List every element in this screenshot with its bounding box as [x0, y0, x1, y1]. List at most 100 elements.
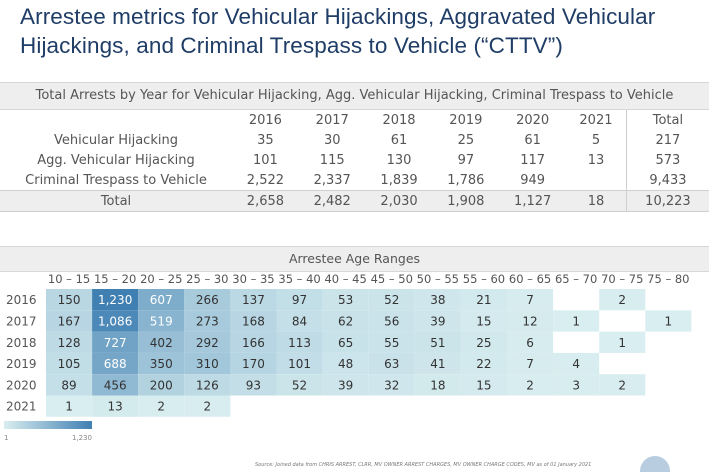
age-range-label: 60 – 65: [509, 272, 551, 286]
heatmap-cell: [553, 374, 600, 396]
page-title: Arrestee metrics for Vehicular Hijacking…: [20, 2, 655, 60]
heatmap-cell-label: 12: [522, 314, 537, 328]
heatmap-cell: [460, 289, 507, 311]
heatmap-cell: [368, 374, 415, 396]
heatmap-cell-label: 62: [338, 314, 353, 328]
heatmap-cell: [553, 352, 600, 375]
arrests-table-header: Total Arrests by Year for Vehicular Hija…: [0, 82, 709, 110]
heatmap-cell-label: 22: [476, 357, 491, 371]
heatmap-cell: [507, 310, 554, 332]
heatmap-cell-label: 166: [242, 336, 265, 350]
heatmap-cell: [184, 374, 231, 396]
heatmap-cell-label: 63: [384, 357, 399, 371]
heatmap-cell: [276, 289, 323, 311]
heatmap-cell-label: 7: [526, 293, 534, 307]
heatmap-cell: [184, 331, 231, 353]
source-note: Source: Joined data from CHRIS ARREST, C…: [255, 462, 592, 468]
heatmap-cell-label: 128: [58, 336, 81, 350]
column-header: 2017: [315, 112, 349, 128]
arrests-table: 2016 2017 2018 2019 2020 2021 Total Vehi…: [0, 110, 709, 212]
table-cell: 61: [524, 132, 541, 148]
year-label: 2016: [6, 293, 37, 307]
table-cell: 101: [252, 152, 278, 168]
heatmap-cell: [184, 352, 231, 375]
heatmap-cell: [92, 331, 139, 353]
heatmap-cell-label: 168: [242, 314, 265, 328]
age-range-label: 25 – 30: [186, 272, 228, 286]
age-range-label: 75 – 80: [647, 272, 689, 286]
table-cell: 61: [390, 132, 408, 148]
heatmap-cell: [92, 310, 139, 332]
heatmap-cell: [276, 352, 323, 375]
heatmap-cell-label: 101: [288, 357, 311, 371]
table-cell: 18: [566, 190, 627, 212]
heatmap-cell-label: 13: [108, 400, 123, 414]
table-cell-total: 10,223: [625, 190, 709, 212]
heatmap-cell: [414, 352, 461, 375]
heatmap-cell: [645, 310, 692, 332]
heatmap-cell: [230, 310, 277, 332]
heatmap-cell-label: 52: [292, 378, 307, 392]
heatmap-cell-label: 39: [338, 378, 353, 392]
heatmap-cell: [460, 310, 507, 332]
heatmap-cell: [414, 310, 461, 332]
heatmap-cell: [92, 395, 139, 417]
heatmap-cell-label: 1: [665, 314, 673, 328]
heatmap-cell: [368, 331, 415, 353]
table-cell: 1,127: [499, 190, 567, 212]
table-cell: 2,482: [298, 190, 366, 212]
age-range-label: 70 – 75: [601, 272, 643, 286]
heatmap-cell-label: 53: [338, 293, 353, 307]
heatmap-cell-label: 607: [150, 293, 173, 307]
heatmap-cell-label: 1: [618, 336, 626, 350]
heatmap-cell: [46, 310, 93, 332]
heatmap-cell: [414, 289, 461, 311]
heatmap-cell-label: 25: [476, 336, 491, 350]
heatmap-cell-label: 150: [58, 293, 81, 307]
table-row: Agg. Vehicular Hijacking 101 115 130 97 …: [0, 150, 709, 170]
heatmap-cell-label: 2: [618, 378, 626, 392]
heatmap-cell-label: 2: [526, 378, 534, 392]
table-cell: 13: [587, 152, 605, 168]
heatmap-cell: [276, 331, 323, 353]
age-range-label: 55 – 60: [463, 272, 505, 286]
heatmap-cell-label: 84: [292, 314, 307, 328]
age-range-heatmap: 10 – 15 15 – 20 20 – 25 25 – 30 30 – 35 35 – …: [4, 272, 692, 442]
heatmap-cell-label: 39: [430, 314, 445, 328]
heatmap-cell-label: 273: [196, 314, 219, 328]
heatmap-cell: [230, 331, 277, 353]
table-cell: 2,522: [246, 172, 285, 188]
heatmap-cell: [507, 352, 554, 375]
arrests-table-heading: Total Arrests by Year for Vehicular Hija…: [35, 88, 674, 103]
year-label: 2021: [6, 400, 37, 414]
heatmap-cell: [460, 331, 507, 353]
arrests-table-column-header: 2016 2017 2018 2019 2020 2021 Total: [0, 110, 709, 130]
heatmap-cell: [138, 352, 185, 375]
table-row: Criminal Trespass to Vehicle 2,522 2,337…: [0, 170, 709, 191]
heatmap-cell: [230, 352, 277, 375]
table-cell: 35: [257, 132, 274, 148]
table-cell: 1,786: [447, 172, 485, 188]
age-range-label: 20 – 25: [140, 272, 182, 286]
table-cell-total: 9,433: [625, 170, 709, 191]
heatmap-cell: [507, 374, 554, 396]
heatmap-cell: [138, 289, 185, 311]
heatmap-cell-label: 137: [242, 293, 265, 307]
table-cell: 5: [591, 132, 601, 148]
table-cell: 30: [323, 132, 341, 148]
color-legend-min-label: 1: [4, 434, 8, 442]
table-cell: 2,658: [232, 190, 299, 212]
heatmap-cell-label: 56: [384, 314, 399, 328]
table-cell: 130: [386, 152, 412, 168]
row-label: Total: [0, 190, 232, 212]
table-cell: [566, 170, 626, 191]
heatmap-cell: [184, 289, 231, 311]
heatmap-cell-label: 18: [430, 378, 445, 392]
heatmap-cell: [46, 331, 93, 353]
column-header: 2020: [516, 112, 550, 128]
page-title-line-1: Arrestee metrics for Vehicular Hijacking…: [20, 4, 656, 29]
heatmap-cell: [92, 352, 139, 375]
heatmap-cell-label: 350: [150, 357, 173, 371]
heatmap-cell: [276, 374, 323, 396]
heatmap-cell: [184, 395, 231, 417]
